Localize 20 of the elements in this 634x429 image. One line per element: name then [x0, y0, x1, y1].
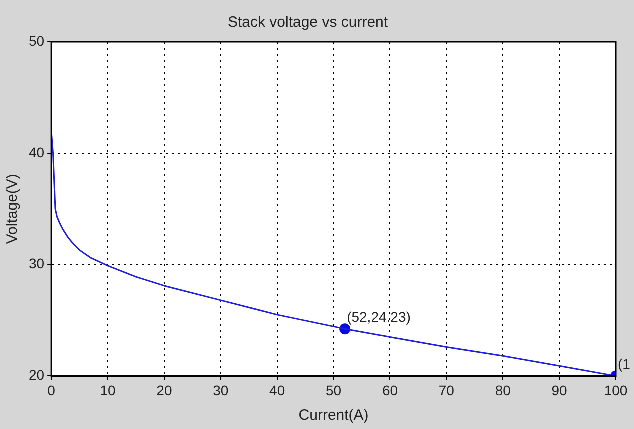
chart-title: Stack voltage vs current [228, 14, 389, 32]
x-tick-label: 100 [604, 382, 628, 398]
x-tick-label: 90 [552, 382, 568, 398]
y-tick-label: 30 [28, 256, 45, 272]
annotation: (1 [618, 356, 631, 372]
x-axis-title: Current(A) [298, 407, 369, 424]
x-tick-label: 70 [438, 382, 455, 398]
y-axis-title: Voltage(V) [4, 174, 22, 244]
y-tick-label: 40 [28, 144, 45, 160]
annotation: (52,24.23) [347, 308, 411, 325]
x-tick-label: 80 [495, 382, 512, 398]
x-tick-label: 10 [100, 382, 116, 398]
x-tick-label: 40 [270, 382, 286, 398]
x-tick-label: 50 [326, 382, 342, 398]
y-tick-label: 50 [28, 32, 45, 49]
x-tick-label: 60 [382, 382, 398, 398]
x-tick-label: 30 [213, 382, 229, 398]
x-tick-label: 20 [156, 382, 172, 398]
x-tick-label: 0 [48, 382, 56, 398]
y-tick-label: 20 [28, 367, 45, 384]
